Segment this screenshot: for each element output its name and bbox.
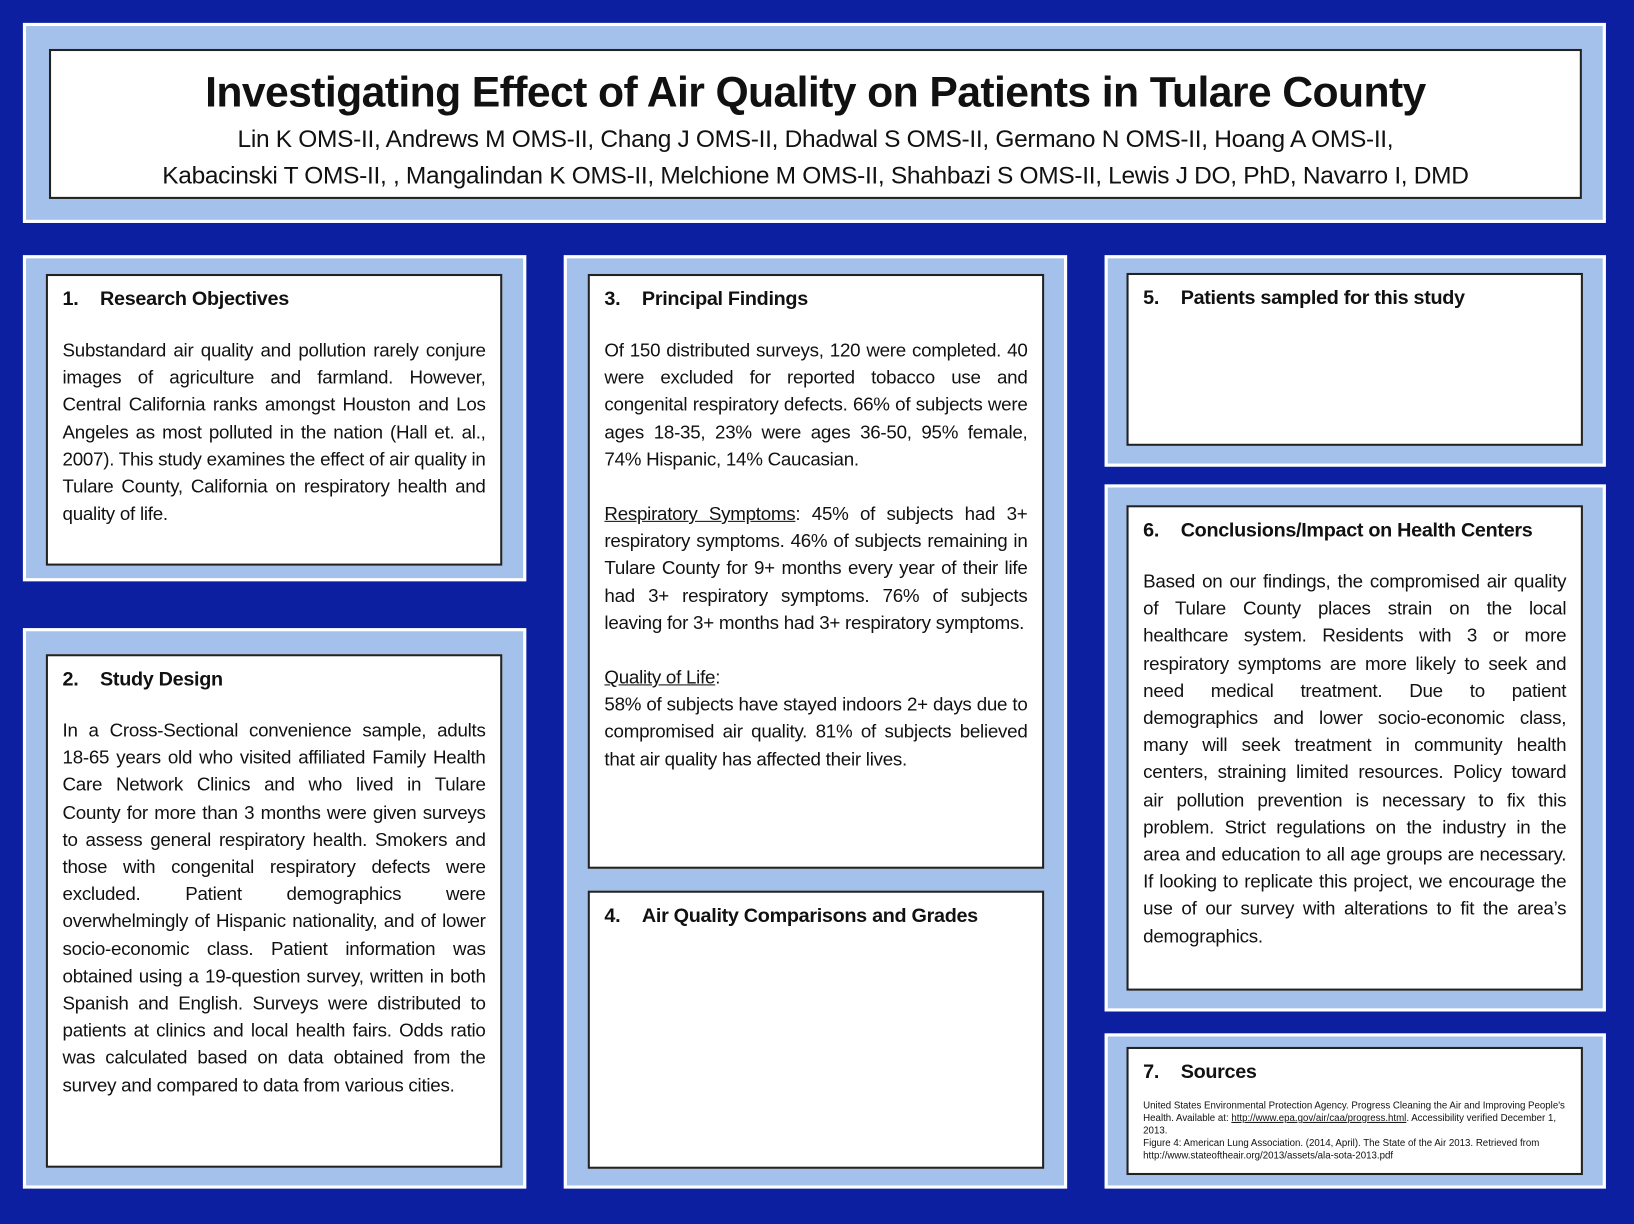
- section-heading: 5. Patients sampled for this study: [1143, 288, 1566, 311]
- section-number: 5.: [1143, 287, 1160, 310]
- section-title: Patients sampled for this study: [1180, 287, 1465, 310]
- paragraph-text: In a Cross-Sectional convenience sample,…: [62, 719, 486, 1096]
- section-number: 1.: [62, 288, 79, 311]
- poster-title: Investigating Effect of Air Quality on P…: [205, 67, 1426, 116]
- section-title: Study Design: [100, 668, 223, 691]
- paragraph-text: : 45% of subjects had 3+ respiratory sym…: [604, 503, 1028, 634]
- section-number: 7.: [1143, 1061, 1160, 1084]
- section: 1. Research Objectives Substandard air qua…: [45, 273, 503, 566]
- source-text: United States Environmental Protection A…: [1143, 1100, 1565, 1123]
- section-heading: 7. Sources: [1143, 1061, 1566, 1084]
- section: 4. Air Quality Comparisons and Grades: [587, 890, 1045, 1169]
- section-title: Conclusions/Impact on Health Centers: [1180, 519, 1533, 542]
- paragraph: Respiratory Symptoms: 45% of subjects ha…: [604, 500, 1027, 636]
- section-heading: 4. Air Quality Comparisons and Grades: [604, 905, 1027, 928]
- paragraph-label: Respiratory Symptoms: [604, 503, 796, 524]
- paragraph-text: :: [715, 666, 721, 688]
- paragraph-text: Based on our findings, the compromised a…: [1143, 570, 1567, 947]
- section: 5. Patients sampled for this study: [1126, 272, 1583, 446]
- section-title: Air Quality Comparisons and Grades: [641, 905, 978, 928]
- paragraph-text: Substandard air quality and pollution ra…: [62, 339, 486, 525]
- paragraph-text: 58% of subjects have stayed indoors 2+ d…: [604, 694, 1028, 770]
- section-number: 4.: [604, 905, 621, 928]
- header: Investigating Effect of Air Quality on P…: [48, 48, 1582, 199]
- source-text: Figure 4: American Lung Association. (20…: [1143, 1137, 1540, 1161]
- source-text: . Accessibility verified December 1, 201…: [1143, 1112, 1557, 1136]
- section-number: 3.: [604, 288, 621, 311]
- paragraph-label: Quality of Life: [604, 666, 716, 688]
- authors: Lin K OMS-II, Andrews M OMS-II, Chang J …: [237, 125, 1394, 153]
- section: 2. Study Design In a Cross-Sectional conve…: [45, 654, 503, 1168]
- source: United States Environmental Protection A…: [1143, 1099, 1566, 1137]
- source: Figure 4: American Lung Association. (20…: [1143, 1136, 1566, 1161]
- section: 7. Sources United States Environmental Pro…: [1126, 1046, 1583, 1176]
- paragraph: Of 150 distributed surveys, 120 were com…: [604, 336, 1027, 472]
- section-number: 6.: [1143, 519, 1160, 542]
- authors: Kabacinski T OMS-II, , Mangalindan K OMS…: [162, 161, 1469, 189]
- section-heading: 6. Conclusions/Impact on Health Centers: [1143, 520, 1566, 543]
- section: 3. Principal Findings Of 150 distributed s…: [587, 273, 1045, 869]
- source-link: http://www.epa.gov/air/caa/progress.html: [1231, 1112, 1407, 1123]
- paragraph: In a Cross-Sectional convenience sample,…: [63, 717, 486, 1099]
- section-heading: 1. Research Objectives: [63, 289, 486, 312]
- paragraph: Substandard air quality and pollution ra…: [63, 336, 486, 527]
- section-number: 2.: [62, 668, 79, 691]
- paragraph: Based on our findings, the compromised a…: [1143, 568, 1566, 950]
- paragraph: 58% of subjects have stayed indoors 2+ d…: [604, 691, 1027, 773]
- section-heading: 2. Study Design: [63, 669, 486, 692]
- section-title: Sources: [1180, 1061, 1257, 1084]
- paragraph-text: Of 150 distributed surveys, 120 were com…: [604, 339, 1028, 470]
- section: 6. Conclusions/Impact on Health Centers Ba…: [1126, 505, 1583, 991]
- section-title: Principal Findings: [641, 288, 808, 311]
- section-heading: 3. Principal Findings: [604, 289, 1027, 312]
- paragraph: Quality of Life:: [604, 664, 1027, 691]
- section-title: Research Objectives: [100, 288, 289, 311]
